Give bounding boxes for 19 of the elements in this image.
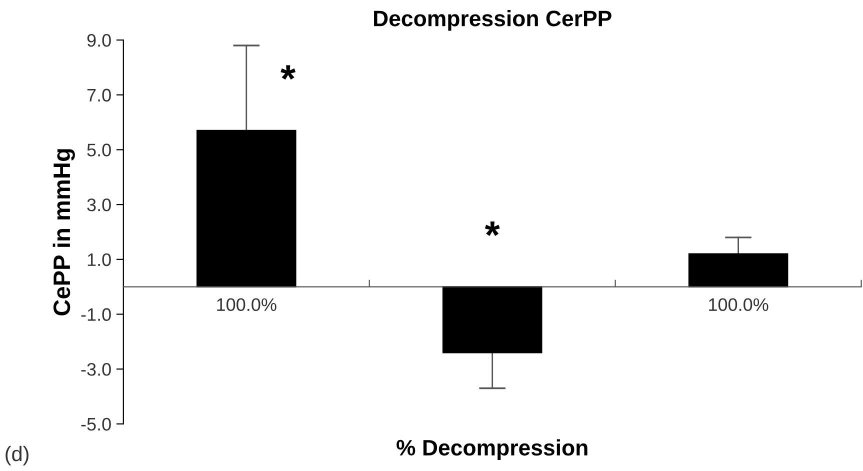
y-tick-label: -5.0 [81, 418, 111, 431]
y-tick-label: 9.0 [87, 34, 111, 47]
bar [196, 130, 296, 288]
y-tick-label: -3.0 [81, 362, 111, 376]
y-tick-label: 1.0 [88, 253, 111, 266]
x-tick-label: 100.0% [217, 298, 276, 312]
bar [442, 286, 542, 354]
y-tick-label: 3.0 [87, 198, 111, 212]
y-tick-label: 5.0 [87, 144, 111, 156]
annotation: * [484, 221, 500, 236]
x-axis-title: % Decompression [396, 439, 588, 460]
chart-title: Decompression CerPP [374, 10, 612, 31]
bar [688, 253, 788, 288]
x-tick-label: 100.0% [709, 298, 768, 312]
y-tick-label: -1.0 [81, 308, 111, 321]
annotation: * [280, 65, 296, 80]
y-axis-title: CePP in mmHg [52, 149, 75, 316]
y-tick-label: 7.0 [87, 88, 111, 102]
text: (d) [6, 446, 28, 466]
